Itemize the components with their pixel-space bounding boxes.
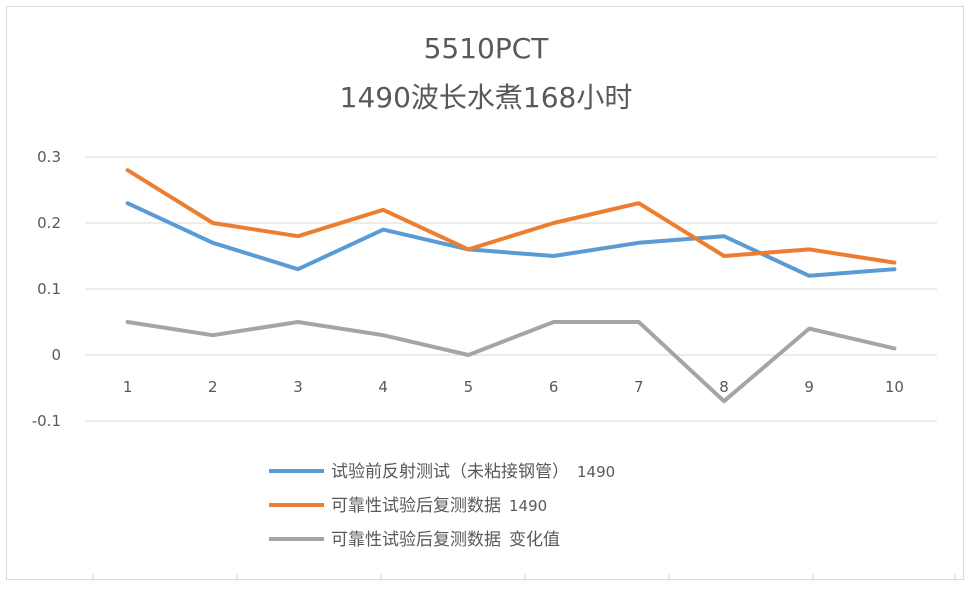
x-tick-label: 1 — [123, 378, 133, 396]
legend-item-2: 可靠性试验后复测数据 1490 — [269, 496, 547, 516]
chart-svg: 5510PCT 1490波长水煮168小时 0.3 0.2 0.1 0 -0.1 1 2 3… — [32, 32, 956, 581]
chart-title: 5510PCT 1490波长水煮168小时 — [340, 32, 633, 114]
chart-title-line-1: 5510PCT — [424, 32, 550, 65]
x-tick-label: 8 — [719, 378, 729, 396]
legend-item-1: 试验前反射测试（未粘接钢管） 1490 — [269, 462, 615, 482]
x-tick-label: 5 — [464, 378, 474, 396]
x-tick-label: 7 — [634, 378, 644, 396]
series-line-3 — [125, 320, 897, 404]
y-tick-label: 0 — [51, 346, 61, 364]
chart-title-line-2: 1490波长水煮168小时 — [340, 81, 633, 114]
legend-label-main: 可靠性试验后复测数据 — [331, 496, 501, 516]
x-tick-label: 6 — [549, 378, 559, 396]
chart-area: 5510PCT 1490波长水煮168小时 0.3 0.2 0.1 0 -0.1 1 2 3… — [6, 6, 964, 581]
x-tick-label: 3 — [293, 378, 303, 396]
x-tick-label: 4 — [378, 378, 388, 396]
series-line-2 — [125, 168, 897, 265]
gridlines — [85, 156, 937, 422]
x-tick-label: 10 — [885, 378, 904, 396]
legend-label-main: 可靠性试验后复测数据 — [331, 530, 501, 550]
legend-label-suffix: 变化值 — [509, 530, 560, 550]
y-tick-label: -0.1 — [32, 412, 61, 430]
legend-label-suffix: 1490 — [577, 463, 615, 481]
legend-label: 可靠性试验后复测数据 变化值 — [331, 530, 560, 550]
series-lines — [125, 168, 897, 404]
legend-label: 可靠性试验后复测数据 1490 — [331, 496, 547, 516]
y-axis-tick-labels: 0.3 0.2 0.1 0 -0.1 — [32, 148, 61, 430]
x-tick-label: 2 — [208, 378, 218, 396]
legend-label-suffix: 1490 — [509, 497, 547, 515]
legend-label-main: 试验前反射测试（未粘接钢管） — [331, 462, 569, 482]
bottom-tick-marks — [92, 574, 956, 581]
y-tick-label: 0.2 — [37, 214, 61, 232]
y-tick-label: 0.3 — [37, 148, 61, 166]
legend-label: 试验前反射测试（未粘接钢管） 1490 — [331, 462, 615, 482]
series-line-1 — [125, 201, 897, 278]
x-axis-tick-labels: 1 2 3 4 5 6 7 8 9 10 — [123, 378, 904, 396]
y-tick-label: 0.1 — [37, 280, 61, 298]
legend-item-3: 可靠性试验后复测数据 变化值 — [269, 530, 560, 550]
x-tick-label: 9 — [804, 378, 814, 396]
